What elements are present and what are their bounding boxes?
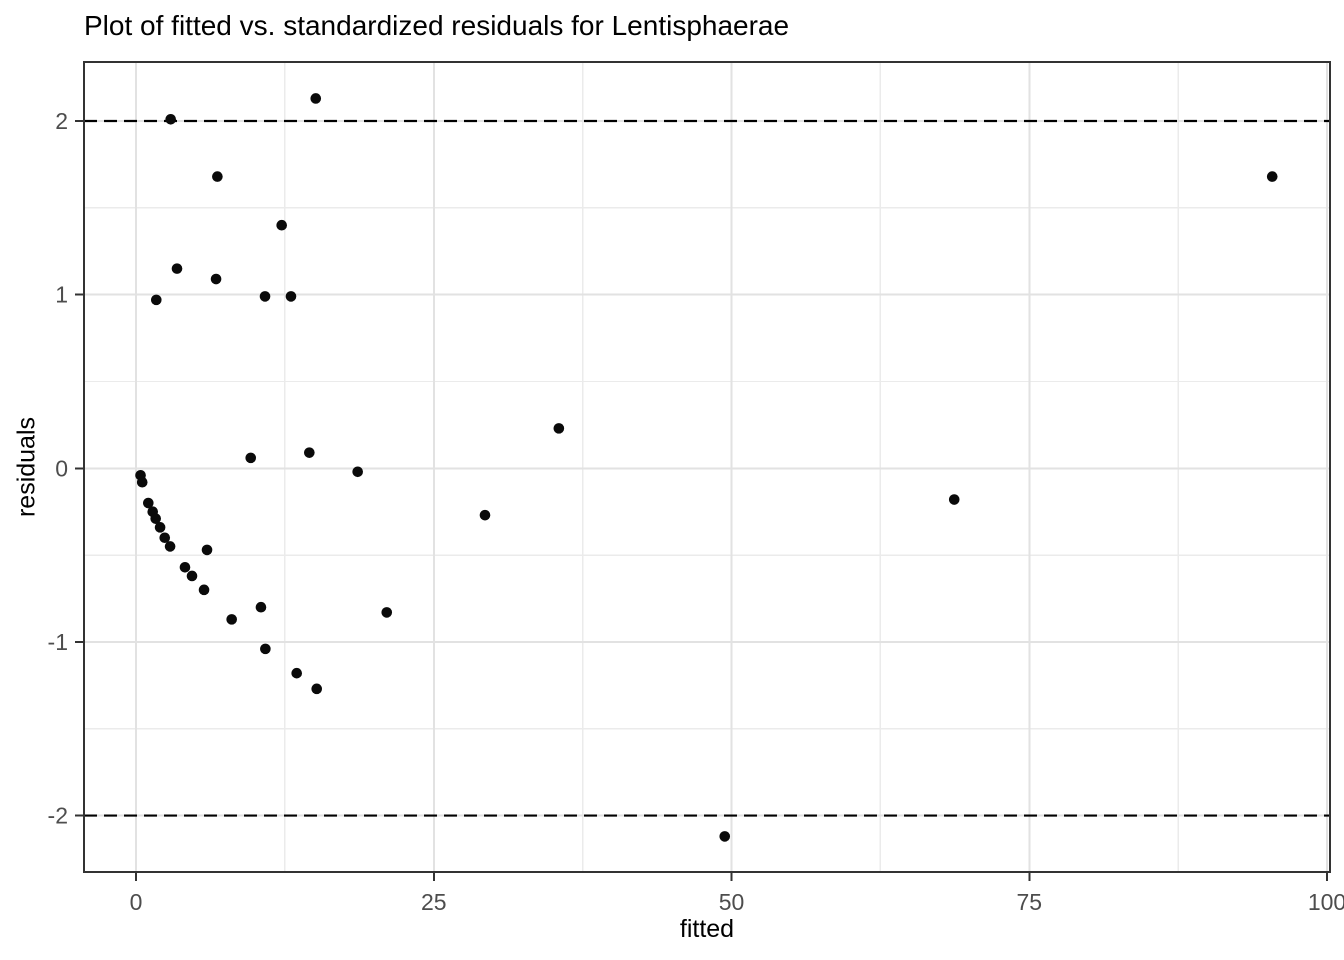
- y-axis-title: residuals: [12, 416, 41, 518]
- x-axis-title: fitted: [679, 915, 735, 943]
- data-point: [143, 497, 154, 509]
- data-point: [210, 273, 222, 285]
- data-point: [171, 263, 183, 274]
- data-point: [201, 544, 213, 556]
- data-point: [165, 113, 177, 125]
- data-point: [948, 494, 960, 505]
- data-point: [226, 614, 237, 625]
- data-point: [1266, 171, 1278, 182]
- chart-title: Plot of fitted vs. standardized residual…: [84, 10, 790, 41]
- data-point: [381, 607, 393, 618]
- panel-border: [83, 61, 1331, 873]
- data-point: [212, 171, 223, 182]
- data-point: [245, 452, 257, 464]
- data-point: [164, 541, 176, 552]
- data-point: [311, 683, 323, 695]
- x-tick-label: 50: [719, 889, 745, 915]
- data-point: [285, 291, 297, 302]
- x-tick-label: 0: [130, 889, 143, 915]
- y-tick-label: 1: [55, 282, 68, 308]
- data-point: [276, 219, 288, 231]
- data-point: [304, 447, 315, 458]
- data-point: [136, 476, 148, 488]
- data-point: [179, 561, 191, 573]
- y-tick-label: -1: [48, 629, 68, 655]
- data-point: [260, 643, 271, 655]
- data-point: [159, 532, 171, 544]
- data-point: [150, 294, 162, 306]
- data-point: [198, 584, 210, 596]
- x-tick-label: 25: [421, 889, 447, 915]
- y-tick-label: -2: [48, 803, 68, 829]
- data-point: [259, 291, 271, 302]
- data-point: [186, 570, 198, 582]
- data-point: [352, 466, 363, 478]
- data-point: [150, 513, 161, 524]
- y-tick-label: 0: [55, 455, 68, 481]
- data-point: [479, 509, 491, 521]
- data-point: [154, 522, 166, 533]
- x-tick-label: 75: [1016, 889, 1042, 915]
- x-tick-label: 100: [1308, 889, 1344, 915]
- y-tick-label: 2: [55, 108, 68, 134]
- data-point: [291, 667, 303, 679]
- data-point: [310, 93, 322, 104]
- data-point: [553, 423, 565, 434]
- panel-background: [84, 62, 1330, 872]
- data-point: [255, 601, 267, 613]
- data-point: [719, 831, 731, 842]
